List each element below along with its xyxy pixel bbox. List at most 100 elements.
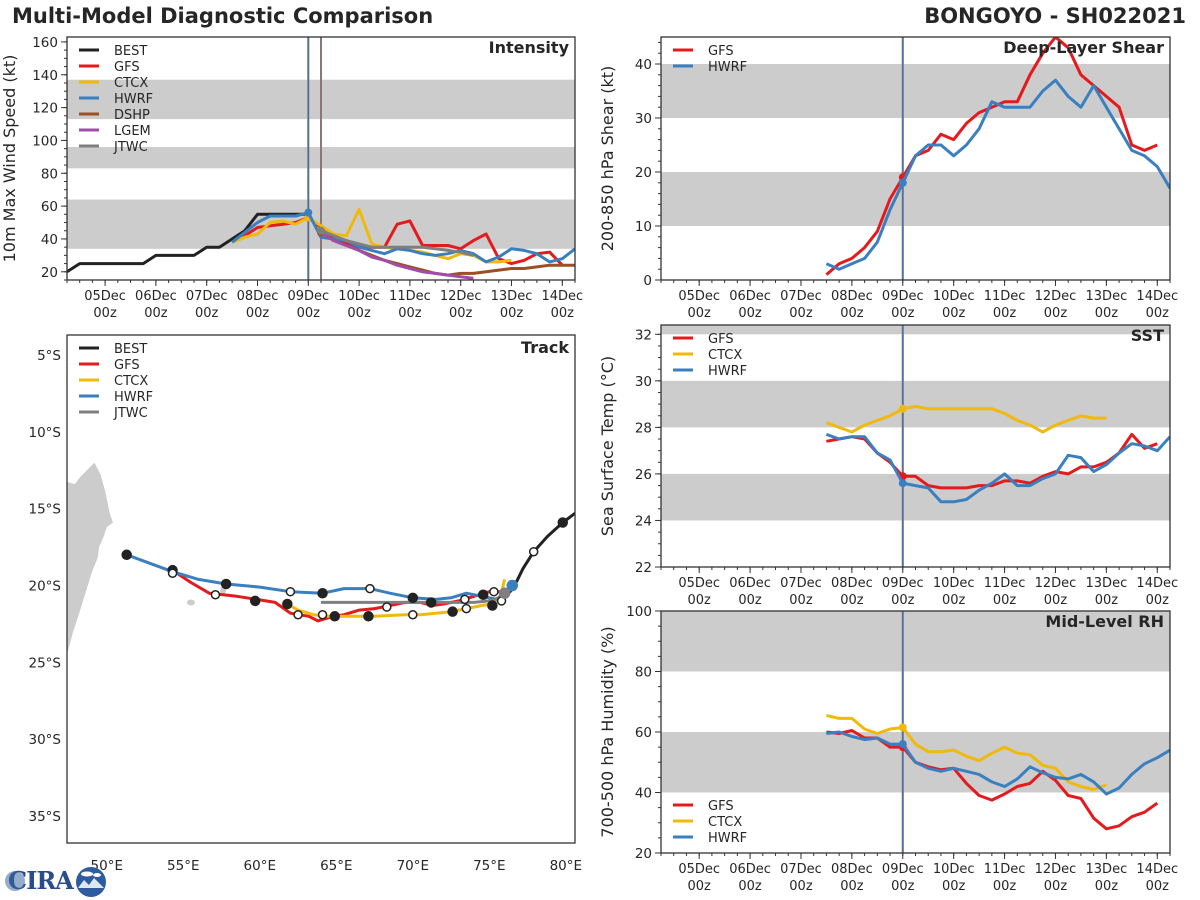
x-tick-label: 07Dec <box>186 289 228 304</box>
lat-label: 5°S <box>37 348 61 364</box>
threshold-band <box>661 473 1170 521</box>
track-point-ctcx <box>447 606 458 617</box>
x-tick-label: 00z <box>840 879 864 894</box>
x-tick-label: 13Dec <box>1086 576 1128 591</box>
legend-item-gfs: GFS <box>673 44 734 59</box>
legend-item-gfs: GFS <box>79 358 140 373</box>
x-tick-label: 12Dec <box>1035 862 1077 877</box>
init-marker-hwrf <box>898 178 907 187</box>
x-tick-label: 00z <box>738 593 762 608</box>
y-tick-label: 100 <box>626 604 652 620</box>
track-point-hwrf <box>407 592 419 604</box>
legend-item-gfs: GFS <box>673 332 734 347</box>
track-point-ctcx <box>461 603 472 614</box>
legend-item-hwrf: HWRF <box>673 60 747 75</box>
track-point-jtwc <box>498 587 511 599</box>
x-tick-label: 06Dec <box>729 862 771 877</box>
x-tick-label: 00z <box>449 306 473 321</box>
x-tick-label: 00z <box>891 306 915 321</box>
x-tick-label: 06Dec <box>729 576 771 591</box>
legend-label: GFS <box>114 60 140 75</box>
plot-content <box>661 37 1170 280</box>
x-tick-label: 00z <box>246 306 270 321</box>
x-tick-label: 00z <box>297 306 321 321</box>
track-point-hwrf <box>285 586 296 597</box>
y-tick-label: 28 <box>635 420 652 436</box>
legend-item-best: BEST <box>79 44 147 59</box>
x-tick-label: 10Dec <box>933 576 975 591</box>
x-tick-label: 00z <box>993 879 1017 894</box>
panel-title: SST <box>1131 326 1164 345</box>
track-point-gfs <box>210 590 221 600</box>
map-frame <box>66 334 576 844</box>
lon-label: 80°E <box>550 858 582 874</box>
legend-label: JTWC <box>113 140 148 155</box>
lat-label: 15°S <box>29 502 62 518</box>
x-tick-label: 05Dec <box>678 862 720 877</box>
x-tick-label: 10Dec <box>338 289 380 304</box>
legend-item-ctcx: CTCX <box>79 374 148 389</box>
x-tick-label: 00z <box>398 306 422 321</box>
x-tick-label: 07Dec <box>780 576 822 591</box>
x-tick-label: 00z <box>789 306 813 321</box>
track-point-best <box>528 546 539 557</box>
y-tick-label: 10 <box>635 219 652 235</box>
track-point-ctcx <box>363 611 374 622</box>
x-tick-label: 07Dec <box>780 289 822 304</box>
x-tick-label: 00z <box>942 306 966 321</box>
lat-label: 25°S <box>29 655 62 671</box>
legend-item-best: BEST <box>79 342 147 357</box>
x-tick-label: 00z <box>891 879 915 894</box>
track-point-gfs <box>329 611 341 622</box>
legend-label: GFS <box>708 332 734 347</box>
x-tick-label: 00z <box>993 306 1017 321</box>
legend-label: HWRF <box>708 60 747 75</box>
x-tick-label: 00z <box>144 306 168 321</box>
x-tick-label: 08Dec <box>237 289 279 304</box>
lat-label: 20°S <box>29 579 62 595</box>
legend-item-ctcx: CTCX <box>673 815 742 830</box>
threshold-band <box>661 172 1170 226</box>
x-tick-label: 10Dec <box>933 862 975 877</box>
y-tick-label: 80 <box>635 665 652 681</box>
land-reunion <box>186 599 195 606</box>
x-tick-label: 14Dec <box>1136 289 1178 304</box>
x-tick-label: 00z <box>551 306 575 321</box>
sst-chart: 22 24 26 28 30 32 05Dec 00z 06Dec 00z 07Dec 00z 08De… <box>598 324 1178 608</box>
series-hwrf <box>231 211 575 264</box>
x-tick-label: 00z <box>687 306 711 321</box>
panel-title: Intensity <box>489 38 570 57</box>
track-point-hwrf <box>220 578 232 590</box>
y-axis-label: Sea Surface Temp (°C) <box>598 356 617 536</box>
y-tick-label: 120 <box>32 101 58 117</box>
track-point-gfs <box>382 602 392 612</box>
map-content <box>67 462 575 655</box>
rh-chart: 20 40 60 80 100 05Dec 00z 06Dec 00z 07Dec 00z 08Dec… <box>598 604 1178 894</box>
lat-label: 30°S <box>29 732 62 748</box>
y-tick-label: 22 <box>635 560 652 576</box>
legend-label: BEST <box>114 342 147 357</box>
track-point-ctcx <box>317 609 328 620</box>
track-point-gfs <box>293 609 303 620</box>
x-tick-label: 00z <box>500 306 524 321</box>
y-tick-label: 30 <box>635 111 652 127</box>
legend-label: GFS <box>708 799 734 814</box>
lon-label: 70°E <box>397 858 429 874</box>
land-madagascar <box>67 462 113 655</box>
x-tick-label: 12Dec <box>1035 289 1077 304</box>
lat-label: 10°S <box>29 425 62 441</box>
x-tick-label: 00z <box>1095 593 1119 608</box>
x-tick-label: 00z <box>1095 306 1119 321</box>
x-tick-label: 00z <box>942 879 966 894</box>
init-marker-hwrf <box>898 740 907 749</box>
series-jtwc <box>320 229 474 257</box>
x-tick-label: 00z <box>891 593 915 608</box>
track-point-gfs <box>249 595 261 607</box>
y-axis-label: 200-850 hPa Shear (kt) <box>598 66 617 252</box>
series-best <box>67 212 309 274</box>
y-tick-label: 60 <box>635 725 652 741</box>
x-tick-label: 08Dec <box>831 576 873 591</box>
x-tick-label: 00z <box>942 593 966 608</box>
lon-label: 65°E <box>320 858 352 874</box>
